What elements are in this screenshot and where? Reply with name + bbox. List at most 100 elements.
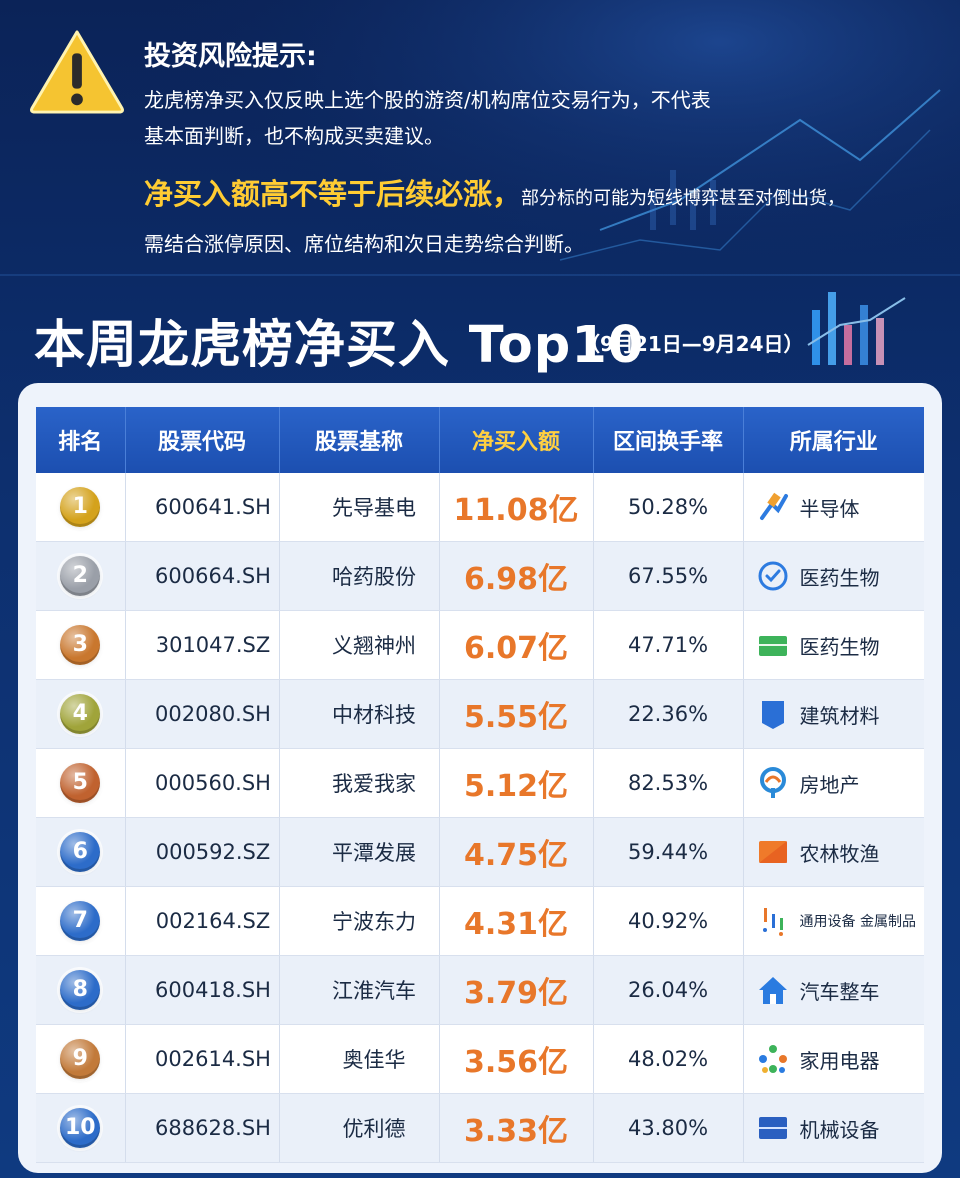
turnover-rate: 48.02% xyxy=(593,1024,744,1094)
industry-cell: 房地产 xyxy=(743,748,924,818)
net-buy-amount: 6.07亿 xyxy=(439,610,594,680)
risk-text-line-1: 龙虎榜净买入仅反映上选个股的游资/机构席位交易行为，不代表 xyxy=(144,88,711,112)
tools-icon xyxy=(762,908,783,936)
dots-icon xyxy=(758,1045,787,1073)
stock-name: 优利德 xyxy=(279,1093,440,1163)
turnover-rate: 82.53% xyxy=(593,748,744,818)
header-rank: 排名 xyxy=(36,407,126,473)
orange-block-icon xyxy=(758,841,787,863)
net-buy-amount: 5.12亿 xyxy=(439,748,594,818)
semiconductor-icon xyxy=(759,492,788,520)
industry-label: 医药生物 xyxy=(799,634,880,659)
date-range: （9月21日—9月24日） xyxy=(580,332,804,356)
rank-cell: 6 xyxy=(36,817,126,887)
net-buy-amount: 5.55亿 xyxy=(439,679,594,749)
stock-name: 中材科技 xyxy=(279,679,440,749)
stock-name: 江淮汽车 xyxy=(279,955,440,1025)
blue-shield-icon xyxy=(761,701,784,729)
rank-cell: 1 xyxy=(36,473,126,542)
rank-medal: 7 xyxy=(60,901,101,941)
industry-label: 家用电器 xyxy=(799,1048,880,1073)
table-header-row: 排名 股票代码 股票基称 净买入额 区间换手率 所属行业 xyxy=(36,407,924,473)
industry-label: 农林牧渔 xyxy=(799,841,880,866)
stock-name: 义翘神州 xyxy=(279,610,440,680)
page-title: 本周龙虎榜净买入 Top10 xyxy=(34,316,645,375)
rank-cell: 2 xyxy=(36,541,126,611)
net-buy-amount: 11.08亿 xyxy=(439,473,594,542)
industry-label: 医药生物 xyxy=(799,565,880,590)
risk-title: 投资风险提示: xyxy=(144,41,317,72)
risk-text-line-2: 基本面判断，也不构成买卖建议。 xyxy=(144,124,444,148)
risk-text-line-3-rest: 部分标的可能为短线博弈甚至对倒出货， xyxy=(521,188,846,209)
rank-medal: 10 xyxy=(60,1108,101,1148)
header-industry: 所属行业 xyxy=(743,407,924,473)
table-row: 7 002164.SZ 宁波东力 4.31亿 40.92% 通用设备 金属制品 xyxy=(36,886,924,956)
industry-label: 半导体 xyxy=(799,496,860,521)
table-row: 10 688628.SH 优利德 3.33亿 43.80% 机械设备 xyxy=(36,1093,924,1163)
net-buy-amount: 3.33亿 xyxy=(439,1093,594,1163)
industry-cell: 家用电器 xyxy=(743,1024,924,1094)
stock-code: 600664.SH xyxy=(125,541,280,611)
table-row: 6 000592.SZ 平潭发展 4.75亿 59.44% 农林牧渔 xyxy=(36,817,924,887)
industry-label: 汽车整车 xyxy=(799,979,880,1004)
stock-code: 600641.SH xyxy=(125,473,280,542)
rank-medal: 2 xyxy=(60,556,101,596)
rank-medal: 3 xyxy=(60,625,101,665)
turnover-rate: 26.04% xyxy=(593,955,744,1025)
table-row: 5 000560.SH 我爱我家 5.12亿 82.53% 房地产 xyxy=(36,748,924,818)
turnover-rate: 59.44% xyxy=(593,817,744,887)
header-amount: 净买入额 xyxy=(439,407,594,473)
location-pin-icon xyxy=(759,767,786,798)
stock-name: 我爱我家 xyxy=(279,748,440,818)
industry-label: 建筑材料 xyxy=(799,703,880,728)
table-row: 1 600641.SH 先导基电 11.08亿 50.28% 半导体 xyxy=(36,473,924,542)
rank-medal: 4 xyxy=(60,694,101,734)
stock-name: 哈药股份 xyxy=(279,541,440,611)
rank-cell: 5 xyxy=(36,748,126,818)
net-buy-amount: 6.98亿 xyxy=(439,541,594,611)
table-row: 9 002614.SH 奥佳华 3.56亿 48.02% 家用电器 xyxy=(36,1024,924,1094)
risk-text-line-4: 需结合涨停原因、席位结构和次日走势综合判断。 xyxy=(144,232,584,256)
rank-medal: 5 xyxy=(60,763,101,803)
stock-code: 000592.SZ xyxy=(125,817,280,887)
net-buy-amount: 3.79亿 xyxy=(439,955,594,1025)
rank-medal: 1 xyxy=(60,487,101,527)
rank-medal: 9 xyxy=(60,1039,101,1079)
header-name: 股票基称 xyxy=(279,407,440,473)
stock-name: 先导基电 xyxy=(279,473,440,542)
industry-cell: 机械设备 xyxy=(743,1093,924,1163)
table-row: 4 002080.SH 中材科技 5.55亿 22.36% 建筑材料 xyxy=(36,679,924,749)
turnover-rate: 40.92% xyxy=(593,886,744,956)
check-circle-icon xyxy=(758,561,787,591)
table-row: 3 301047.SZ 义翘神州 6.07亿 47.71% 医药生物 xyxy=(36,610,924,680)
header-code: 股票代码 xyxy=(125,407,280,473)
risk-highlight: 净买入额高不等于后续必涨， xyxy=(144,177,522,211)
stock-code: 002164.SZ xyxy=(125,886,280,956)
industry-label: 房地产 xyxy=(799,772,860,797)
industry-cell: 汽车整车 xyxy=(743,955,924,1025)
rank-cell: 10 xyxy=(36,1093,126,1163)
industry-cell: 通用设备 金属制品 xyxy=(743,886,924,956)
rank-cell: 9 xyxy=(36,1024,126,1094)
machine-icon xyxy=(758,1117,787,1139)
turnover-rate: 50.28% xyxy=(593,473,744,542)
industry-cell: 农林牧渔 xyxy=(743,817,924,887)
warning-icon xyxy=(30,30,124,114)
rank-medal: 6 xyxy=(60,832,101,872)
turnover-rate: 47.71% xyxy=(593,610,744,680)
turnover-rate: 43.80% xyxy=(593,1093,744,1163)
industry-cell: 半导体 xyxy=(743,473,924,542)
table-row: 8 600418.SH 江淮汽车 3.79亿 26.04% 汽车整车 xyxy=(36,955,924,1025)
industry-label: 通用设备 金属制品 xyxy=(799,914,916,930)
table-row: 2 600664.SH 哈药股份 6.98亿 67.55% 医药生物 xyxy=(36,541,924,611)
stock-code: 002080.SH xyxy=(125,679,280,749)
industry-cell: 建筑材料 xyxy=(743,679,924,749)
rank-cell: 7 xyxy=(36,886,126,956)
header-turnover: 区间换手率 xyxy=(593,407,744,473)
industry-cell: 医药生物 xyxy=(743,541,924,611)
industry-label: 机械设备 xyxy=(799,1117,880,1142)
stock-code: 301047.SZ xyxy=(125,610,280,680)
risk-text-line-3: 净买入额高不等于后续必涨，部分标的可能为短线博弈甚至对倒出货， xyxy=(144,171,845,213)
net-buy-amount: 3.56亿 xyxy=(439,1024,594,1094)
stock-code: 688628.SH xyxy=(125,1093,280,1163)
